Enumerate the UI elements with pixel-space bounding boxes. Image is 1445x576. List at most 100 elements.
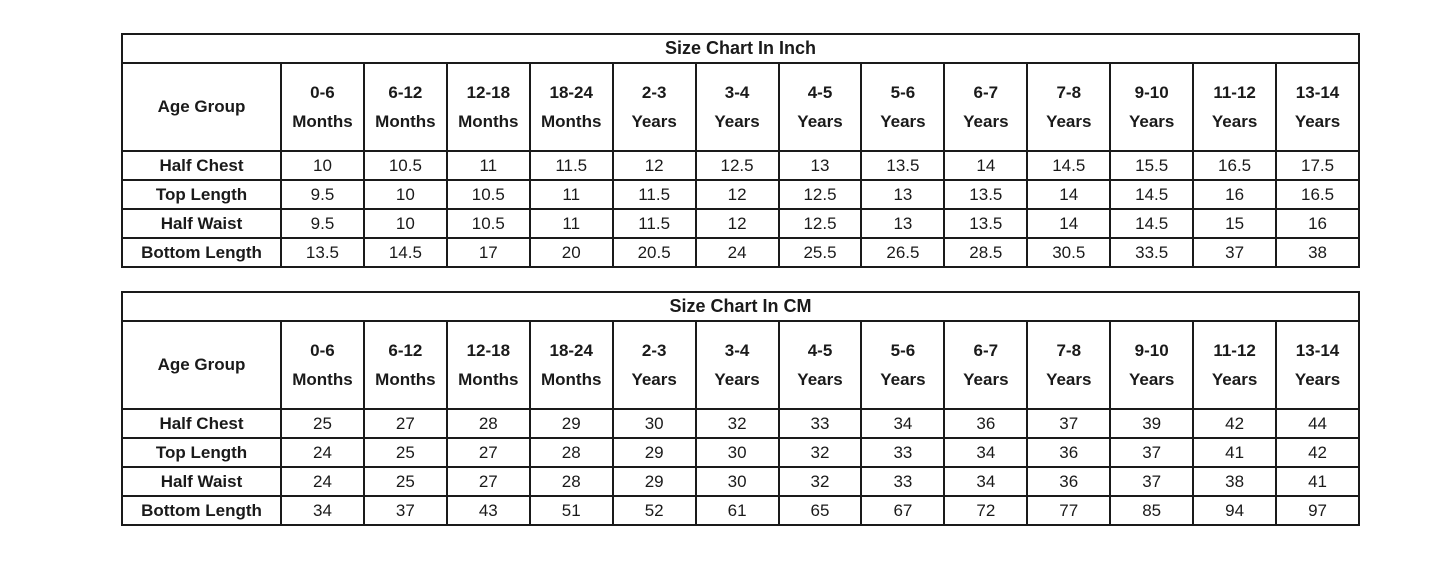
measurement-row: Bottom Length 13.5 14.5 17 20 20.5 24 25.5 26.5 2… (121, 237, 1360, 268)
size-value-cell: 16.5 (1192, 150, 1278, 181)
size-value-cell: 11.5 (611, 179, 697, 210)
age-column-header: 5-6 Years (860, 62, 946, 152)
size-value-cell: 14.5 (1109, 179, 1195, 210)
age-column-header: 7-8 Years (1026, 62, 1112, 152)
size-value-cell: 28 (528, 437, 614, 468)
measurement-row: Bottom Length 34 37 43 51 52 61 65 67 72 77 85 94 97 (121, 495, 1360, 526)
size-value-cell: 13.5 (943, 179, 1029, 210)
inch-table-title: Size Chart In Inch (121, 33, 1360, 64)
size-value-cell: 30 (694, 466, 780, 497)
size-value-cell: 39 (1109, 408, 1195, 439)
size-value-cell: 77 (1026, 495, 1112, 526)
measurement-label: Top Length (121, 179, 282, 210)
size-value-cell: 85 (1109, 495, 1195, 526)
size-value-cell: 41 (1192, 437, 1278, 468)
age-column-header: 13-14 Years (1275, 62, 1360, 152)
inch-table-body: Half Chest 10 10.5 11 11.5 12 12.5 13 13.5 14 14.5… (121, 150, 1360, 268)
size-value-cell: 12.5 (777, 208, 863, 239)
size-value-cell: 25 (362, 466, 448, 497)
size-value-cell: 28.5 (943, 237, 1029, 268)
size-value-cell: 14 (943, 150, 1029, 181)
age-column-header: 5-6 Years (860, 320, 946, 410)
size-value-cell: 32 (777, 466, 863, 497)
size-value-cell: 12 (694, 208, 780, 239)
size-value-cell: 25 (362, 437, 448, 468)
size-value-cell: 29 (611, 437, 697, 468)
size-value-cell: 10 (280, 150, 365, 181)
inch-table-header-row: Age Group 0-6 Months 6-12 Months 12-18 Mon… (121, 62, 1360, 152)
size-value-cell: 15 (1192, 208, 1278, 239)
cm-table-title: Size Chart In CM (121, 291, 1360, 322)
size-value-cell: 25 (280, 408, 365, 439)
size-value-cell: 17.5 (1275, 150, 1360, 181)
size-value-cell: 42 (1275, 437, 1360, 468)
size-value-cell: 12 (694, 179, 780, 210)
size-value-cell: 10.5 (445, 208, 531, 239)
size-value-cell: 33 (860, 466, 946, 497)
measurement-label: Bottom Length (121, 237, 282, 268)
size-value-cell: 14 (1026, 208, 1112, 239)
age-column-header: 18-24 Months (528, 62, 614, 152)
size-value-cell: 37 (362, 495, 448, 526)
measurement-label: Half Chest (121, 408, 282, 439)
size-value-cell: 34 (280, 495, 365, 526)
size-value-cell: 12 (611, 150, 697, 181)
size-value-cell: 13.5 (943, 208, 1029, 239)
size-value-cell: 27 (445, 437, 531, 468)
size-value-cell: 16 (1275, 208, 1360, 239)
size-value-cell: 44 (1275, 408, 1360, 439)
size-value-cell: 29 (528, 408, 614, 439)
measurement-row: Half Waist 24 25 27 28 29 30 32 33 34 36 37 38 41 (121, 466, 1360, 497)
size-value-cell: 13.5 (280, 237, 365, 268)
size-value-cell: 72 (943, 495, 1029, 526)
size-value-cell: 30.5 (1026, 237, 1112, 268)
size-value-cell: 37 (1109, 466, 1195, 497)
size-value-cell: 32 (694, 408, 780, 439)
age-column-header: 7-8 Years (1026, 320, 1112, 410)
age-group-corner-label: Age Group (121, 320, 282, 410)
age-column-header: 4-5 Years (777, 62, 863, 152)
size-value-cell: 27 (362, 408, 448, 439)
size-value-cell: 14.5 (1026, 150, 1112, 181)
size-value-cell: 43 (445, 495, 531, 526)
cm-table-header-row: Age Group 0-6 Months 6-12 Months 12-18 Mon… (121, 320, 1360, 410)
size-value-cell: 26.5 (860, 237, 946, 268)
age-column-header: 0-6 Months (280, 320, 365, 410)
age-column-header: 13-14 Years (1275, 320, 1360, 410)
size-value-cell: 34 (943, 437, 1029, 468)
size-value-cell: 36 (1026, 437, 1112, 468)
measurement-row: Half Chest 25 27 28 29 30 32 33 34 36 37 39 42 44 (121, 408, 1360, 439)
size-value-cell: 30 (611, 408, 697, 439)
measurement-row: Half Chest 10 10.5 11 11.5 12 12.5 13 13.5 14 14.5… (121, 150, 1360, 181)
age-column-header: 11-12 Years (1192, 320, 1278, 410)
size-value-cell: 11 (528, 179, 614, 210)
age-column-header: 9-10 Years (1109, 320, 1195, 410)
size-value-cell: 41 (1275, 466, 1360, 497)
size-value-cell: 28 (528, 466, 614, 497)
size-value-cell: 97 (1275, 495, 1360, 526)
size-value-cell: 14.5 (362, 237, 448, 268)
size-value-cell: 32 (777, 437, 863, 468)
size-value-cell: 24 (280, 437, 365, 468)
size-value-cell: 67 (860, 495, 946, 526)
size-value-cell: 28 (445, 408, 531, 439)
size-value-cell: 30 (694, 437, 780, 468)
size-value-cell: 37 (1109, 437, 1195, 468)
size-value-cell: 37 (1026, 408, 1112, 439)
size-value-cell: 25.5 (777, 237, 863, 268)
size-value-cell: 13 (777, 150, 863, 181)
size-value-cell: 38 (1275, 237, 1360, 268)
age-column-header: 6-12 Months (362, 320, 448, 410)
age-column-header: 12-18 Months (445, 320, 531, 410)
size-value-cell: 16 (1192, 179, 1278, 210)
size-value-cell: 33 (777, 408, 863, 439)
size-value-cell: 15.5 (1109, 150, 1195, 181)
size-value-cell: 14.5 (1109, 208, 1195, 239)
cm-table-title-row: Size Chart In CM (121, 291, 1360, 322)
size-value-cell: 27 (445, 466, 531, 497)
age-column-header: 6-12 Months (362, 62, 448, 152)
size-value-cell: 38 (1192, 466, 1278, 497)
cm-table-body: Half Chest 25 27 28 29 30 32 33 34 36 37 39 42 44 Top … (121, 408, 1360, 526)
age-column-header: 0-6 Months (280, 62, 365, 152)
size-value-cell: 17 (445, 237, 531, 268)
